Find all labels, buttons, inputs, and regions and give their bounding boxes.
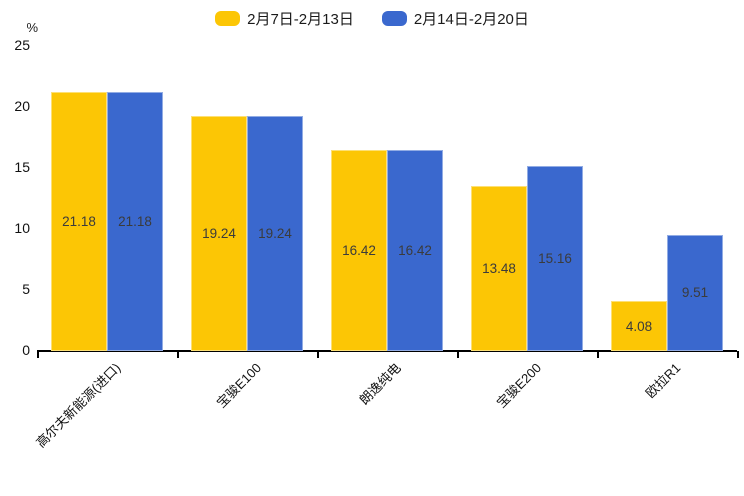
bar-week2[interactable]: 15.16 — [527, 165, 583, 351]
bar-value-label: 4.08 — [625, 318, 653, 334]
y-axis-tick-label: 0 — [22, 342, 30, 358]
bar-value-label: 15.16 — [538, 250, 572, 266]
x-axis-tick — [37, 351, 39, 358]
bar-week1[interactable]: 19.24 — [191, 115, 247, 351]
bar-value-label: 16.42 — [398, 243, 432, 259]
legend-item-week2[interactable]: 2月14日-2月20日 — [381, 8, 529, 29]
x-axis-tick — [457, 351, 459, 358]
bar-week1[interactable]: 16.42 — [331, 150, 387, 351]
bar-value-label: 21.18 — [62, 214, 96, 230]
bar-week2[interactable]: 9.51 — [667, 234, 723, 351]
x-axis-line — [37, 350, 737, 352]
x-axis-tick — [597, 351, 599, 358]
bar-value-label: 13.48 — [482, 261, 516, 277]
bar-week2[interactable]: 21.18 — [107, 92, 163, 351]
y-axis-tick-label: 5 — [22, 280, 30, 297]
bar-week2[interactable]: 19.24 — [247, 115, 303, 351]
legend-item-week1[interactable]: 2月7日-2月13日 — [215, 8, 354, 29]
x-axis-category-label: 宝骏E100 — [213, 360, 264, 411]
y-axis-tick-label: 20 — [14, 97, 30, 114]
y-axis-tick-label: 25 — [14, 36, 30, 53]
bar-value-label: 19.24 — [258, 225, 292, 241]
bar-week1[interactable]: 13.48 — [471, 186, 527, 351]
x-axis-tick — [177, 351, 179, 358]
bar-value-label: 16.42 — [342, 243, 376, 259]
x-axis-category-label: 朗逸纯电 — [356, 360, 404, 408]
y-axis-tick-label: 15 — [14, 158, 30, 175]
x-axis-tick — [737, 351, 739, 358]
bar-value-label: 19.24 — [202, 225, 236, 241]
x-axis-category-label: 高尔夫新能源(进口) — [33, 360, 124, 451]
chart-legend: 2月7日-2月13日 2月14日-2月20日 — [0, 8, 744, 29]
legend-label-week1: 2月7日-2月13日 — [247, 11, 354, 28]
y-axis-unit-label: % — [26, 20, 38, 35]
legend-swatch-week1-icon — [215, 11, 241, 26]
bar-week1[interactable]: 21.18 — [51, 92, 107, 351]
bar-week2[interactable]: 16.42 — [387, 150, 443, 351]
bar-value-label: 9.51 — [681, 285, 709, 301]
x-axis-category-label: 宝骏E200 — [493, 360, 544, 411]
x-axis-tick — [317, 351, 319, 358]
x-axis-category-label: 欧拉R1 — [642, 360, 684, 401]
legend-swatch-week2-icon — [381, 11, 407, 26]
y-axis-tick-label: 10 — [14, 219, 30, 236]
bar-value-label: 21.18 — [118, 214, 152, 230]
legend-label-week2: 2月14日-2月20日 — [413, 11, 529, 28]
bar-week1[interactable]: 4.08 — [611, 301, 667, 351]
